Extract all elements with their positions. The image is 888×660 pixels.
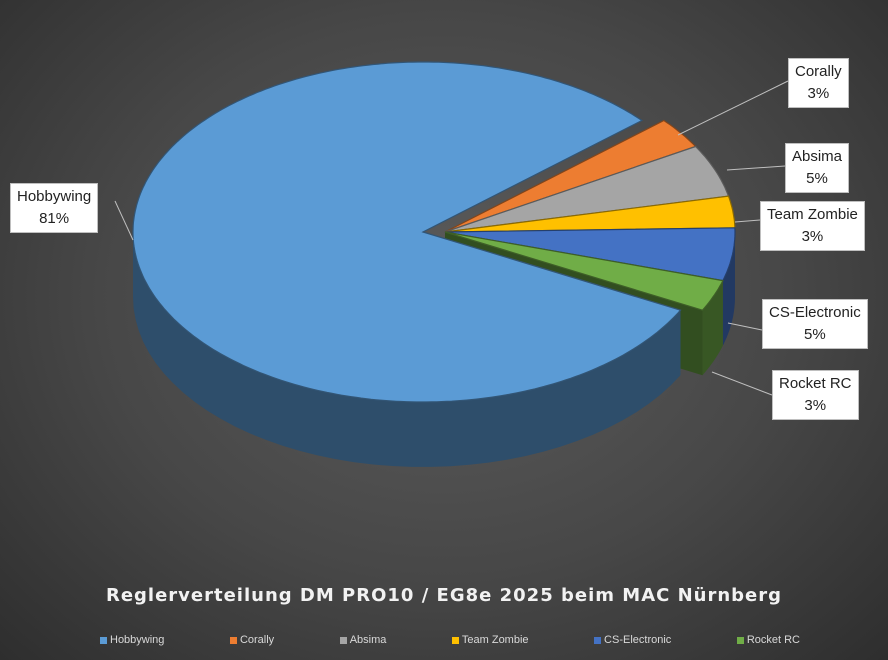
data-label: Corally 3% — [788, 58, 849, 108]
data-label-value: 3% — [804, 397, 827, 414]
data-label-value: 5% — [806, 170, 828, 187]
leader-line — [677, 80, 789, 136]
data-label-name: CS-Electronic — [769, 304, 861, 321]
legend-item[interactable]: Absima — [339, 634, 387, 646]
leader-line — [734, 219, 761, 223]
data-label-name: Team Zombie — [767, 206, 858, 223]
legend-swatch — [339, 636, 347, 644]
leader-line — [726, 165, 786, 171]
slice-side-hobbywing — [133, 232, 681, 467]
legend-swatch — [100, 636, 107, 644]
data-label-name: Corally — [795, 63, 842, 80]
chart-title: Reglerverteilung DM PRO10 / EG8e 2025 be… — [105, 585, 783, 606]
legend-label: Corally — [239, 634, 275, 646]
legend-item[interactable]: Corally — [229, 634, 275, 646]
data-label-name: Rocket RC — [779, 375, 852, 392]
legend-swatch — [736, 636, 744, 644]
data-label-name: Hobbywing — [17, 188, 92, 205]
data-label-value: 5% — [804, 326, 826, 343]
data-label-value: 81% — [39, 210, 70, 227]
slice-cs-electronic[interactable] — [444, 227, 736, 282]
legend-label: Team Zombie — [461, 634, 529, 646]
legend-swatch — [594, 636, 602, 644]
leader-line — [727, 322, 763, 331]
legend-item[interactable]: Hobbywing — [100, 634, 164, 646]
legend-label: Absima — [349, 634, 387, 646]
legend-swatch — [451, 636, 459, 644]
legend-label: CS-Electronic — [604, 634, 672, 646]
data-label-value: 3% — [807, 85, 830, 102]
data-label-value: 3% — [801, 228, 824, 245]
legend: Hobbywing Corally Absima Team Zombie CS-Elec… — [100, 634, 800, 646]
legend-label: Hobbywing — [110, 634, 165, 646]
data-label: Team Zombie 3% — [760, 201, 865, 251]
slice-rocket-rc[interactable] — [444, 231, 724, 311]
legend-item[interactable]: Team Zombie — [451, 634, 529, 646]
legend-item[interactable]: Rocket RC — [736, 634, 800, 646]
slice-corally[interactable] — [444, 119, 697, 233]
data-label: Rocket RC 3% — [772, 370, 859, 420]
data-label: Hobbywing 81% — [10, 183, 99, 233]
leader-line — [114, 200, 134, 241]
legend-label: Rocket RC — [746, 634, 800, 646]
data-label: Absima 5% — [785, 143, 850, 193]
pie-tops — [132, 61, 736, 403]
legend-item[interactable]: CS-Electronic — [594, 634, 671, 646]
slice-hobbywing[interactable] — [132, 61, 682, 403]
leader-line — [711, 371, 773, 396]
data-label-name: Absima — [792, 148, 843, 165]
slice-absima[interactable] — [444, 145, 730, 233]
legend-swatch — [229, 636, 237, 644]
slice-team-zombie[interactable] — [444, 195, 736, 233]
leader-lines — [114, 80, 789, 396]
data-label: CS-Electronic 5% — [762, 299, 868, 349]
slice-side-cs-electronic — [722, 232, 735, 346]
